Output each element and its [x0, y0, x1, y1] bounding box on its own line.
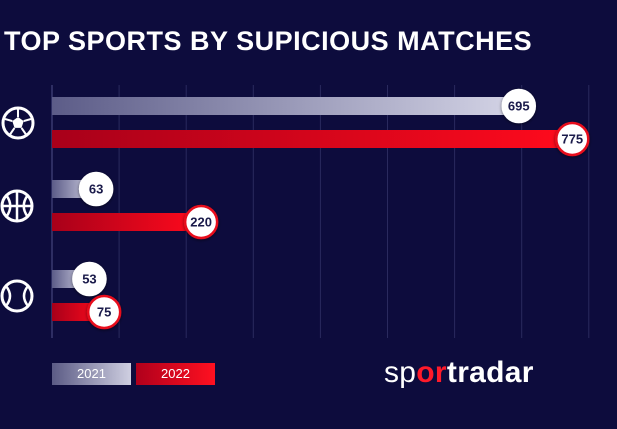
data-label-text: 63 — [89, 182, 103, 197]
chart-title: TOP SPORTS BY SUPICIOUS MATCHES — [4, 26, 533, 56]
data-label: 695 — [501, 88, 537, 124]
bar-2022-basketball-icon — [52, 213, 200, 231]
basketball-icon — [0, 189, 34, 223]
bar-2021-soccer-icon — [52, 97, 517, 115]
data-label-text: 220 — [190, 215, 212, 230]
data-label: 63 — [78, 171, 114, 207]
data-label: 53 — [72, 261, 107, 297]
data-label-text: 775 — [561, 132, 583, 147]
legend-item-2022: 2022 — [136, 363, 215, 385]
data-label-text: 75 — [97, 305, 111, 320]
soccer-icon — [1, 106, 35, 140]
data-label-text: 695 — [508, 99, 530, 114]
data-label: 775 — [555, 121, 590, 157]
data-label: 75 — [86, 294, 122, 330]
legend-item-2021: 2021 — [52, 363, 131, 385]
data-label-text: 53 — [82, 272, 96, 287]
bar-2022-soccer-icon — [52, 130, 571, 148]
tennis-icon — [0, 279, 34, 313]
sportradar-logo: sportradar — [384, 356, 534, 389]
data-label: 220 — [183, 204, 219, 240]
